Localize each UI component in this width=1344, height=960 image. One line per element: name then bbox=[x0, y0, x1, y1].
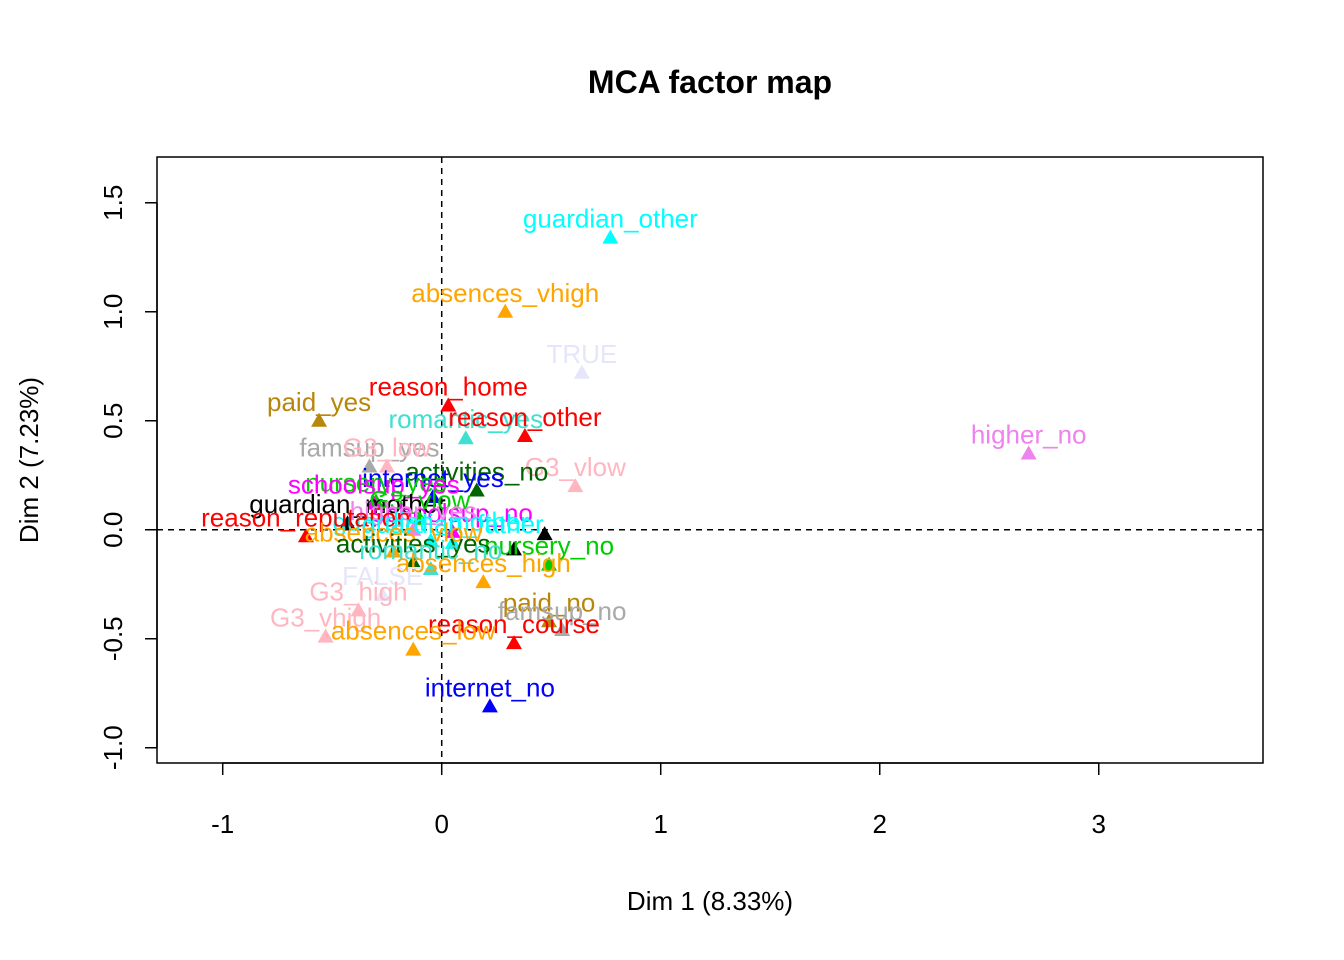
x-tick-label: 1 bbox=[653, 809, 667, 839]
chart-title: MCA factor map bbox=[588, 64, 832, 100]
y-tick-label: 0.0 bbox=[98, 512, 128, 548]
point-marker bbox=[297, 528, 314, 543]
point-label: schoolsup_yes bbox=[288, 470, 460, 500]
point-marker bbox=[457, 430, 474, 445]
point-marker bbox=[405, 641, 422, 656]
point-marker bbox=[602, 229, 619, 244]
point-marker bbox=[411, 510, 428, 525]
point-label: absences_high bbox=[396, 548, 571, 578]
point-marker bbox=[468, 482, 485, 497]
point-label: higher_no bbox=[971, 419, 1087, 449]
point-marker bbox=[311, 412, 328, 427]
point-marker bbox=[424, 489, 441, 504]
point-marker bbox=[385, 543, 402, 558]
point-marker bbox=[365, 495, 382, 510]
point-marker bbox=[541, 556, 558, 571]
x-tick-label: -1 bbox=[211, 809, 234, 839]
x-axis-label: Dim 1 (8.33%) bbox=[627, 886, 793, 916]
point-label: nursery_yes bbox=[305, 467, 447, 497]
y-tick-label: 1.0 bbox=[98, 294, 128, 330]
point-label: guardian_mother bbox=[332, 507, 529, 537]
point-marker bbox=[361, 458, 378, 473]
x-tick-label: 3 bbox=[1092, 809, 1106, 839]
point-label: famsup_yes bbox=[299, 433, 439, 463]
point-marker bbox=[481, 698, 498, 713]
x-axis: -1 0 1 2 3 bbox=[211, 762, 1106, 839]
point-label: G3_high bbox=[309, 576, 407, 606]
point-marker bbox=[440, 397, 457, 412]
point-marker bbox=[1020, 445, 1037, 460]
point-label: guardian_other bbox=[523, 204, 698, 234]
point-label: paid_yes bbox=[267, 387, 371, 417]
point-label: G3_vhigh bbox=[270, 603, 381, 633]
point-marker bbox=[505, 635, 522, 650]
point-marker bbox=[374, 587, 391, 602]
point-label: reason_other bbox=[448, 402, 602, 432]
point-label: reason_course bbox=[428, 609, 600, 639]
point-marker bbox=[422, 532, 439, 547]
point-label: TRUE bbox=[546, 339, 617, 369]
y-axis-label: Dim 2 (7.23%) bbox=[14, 377, 44, 543]
point-marker bbox=[339, 515, 356, 530]
point-label: schoolsup_no bbox=[372, 498, 532, 528]
point-label: nursery_no bbox=[484, 531, 614, 561]
point-marker bbox=[554, 622, 571, 637]
point-marker bbox=[516, 428, 533, 443]
point-label: internet_yes bbox=[362, 463, 504, 493]
x-tick-label: 2 bbox=[872, 809, 886, 839]
y-tick-label: 0.5 bbox=[98, 403, 128, 439]
point-label: higher_yes bbox=[350, 496, 477, 526]
point-marker bbox=[405, 554, 422, 569]
point-label: G3_vlow bbox=[369, 485, 470, 515]
point-label: absences_vlow bbox=[305, 518, 483, 548]
point-label: absences_low bbox=[331, 616, 496, 646]
point-label: activities_no bbox=[405, 457, 548, 487]
point-marker bbox=[444, 534, 461, 549]
point-marker bbox=[444, 523, 461, 538]
point-label: reason_home bbox=[369, 372, 528, 402]
y-tick-label: -0.5 bbox=[98, 616, 128, 661]
point-marker bbox=[317, 628, 334, 643]
point-label: romantic_yes bbox=[388, 404, 543, 434]
point-marker bbox=[541, 613, 558, 628]
point-marker bbox=[497, 303, 514, 318]
point-label: paid_no bbox=[503, 587, 596, 617]
point-marker bbox=[505, 541, 522, 556]
point-marker bbox=[573, 364, 590, 379]
y-tick-label: -1.0 bbox=[98, 725, 128, 770]
point-label: guardian_mother bbox=[249, 489, 446, 519]
point-label: FALSE bbox=[342, 561, 423, 591]
point-marker bbox=[536, 526, 553, 541]
point-label: internet_no bbox=[425, 672, 555, 702]
point-marker bbox=[475, 574, 492, 589]
point-marker bbox=[378, 458, 395, 473]
y-axis: -1.0 -0.5 0.0 0.5 1.0 1.5 bbox=[98, 185, 158, 770]
point-label: famsup_no bbox=[498, 596, 627, 626]
point-label: reason_reputation bbox=[201, 502, 411, 532]
point-marker bbox=[422, 560, 439, 575]
y-tick-label: 1.5 bbox=[98, 185, 128, 221]
point-label: G3_vlow bbox=[525, 452, 626, 482]
point-label: romantic_no bbox=[359, 535, 502, 565]
point-label: G3_low bbox=[343, 433, 431, 463]
plot-area: guardian_other absences_vhigh TRUE reason_h… bbox=[156, 156, 1264, 764]
point-marker bbox=[350, 602, 367, 617]
point-label: absences_vhigh bbox=[411, 278, 599, 308]
point-marker bbox=[405, 521, 422, 536]
point-label: guardian_father bbox=[362, 509, 544, 539]
x-tick-label: 0 bbox=[434, 809, 448, 839]
point-marker bbox=[567, 478, 584, 493]
point-label: activities_yes bbox=[336, 528, 491, 558]
